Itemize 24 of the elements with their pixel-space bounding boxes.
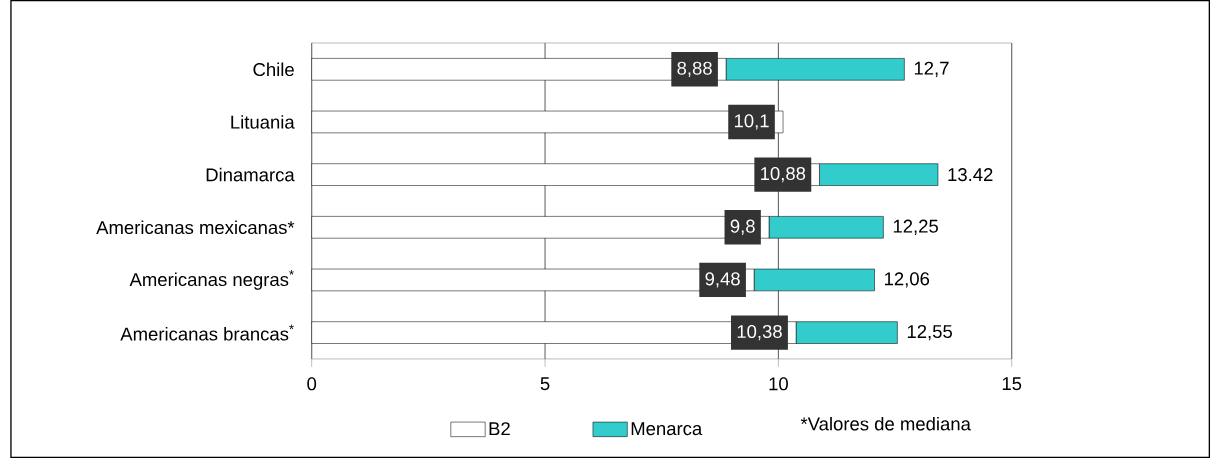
data-label: 10,88 [761, 166, 806, 183]
total-label: 12,55 [907, 324, 952, 341]
data-label: 9,48 [705, 272, 740, 288]
y-tick-label: Lituania [231, 115, 295, 129]
total-label: 12,7 [914, 61, 949, 77]
data-label: 8,88 [677, 61, 712, 77]
total-label: 12,06 [884, 272, 930, 288]
text: *Valores de mediana [800, 416, 971, 431]
y-tick-label: Americanas mexicanas* [96, 220, 295, 235]
data-label: 10,38 [737, 324, 782, 341]
y-tick-label: Americanas negras$^{*}$ [129, 270, 294, 290]
x-tick-label: 10 [769, 377, 788, 391]
legend-label: B2 [489, 422, 510, 436]
y-tick-label: Chile [253, 62, 294, 77]
y-tick-label: Americanas brancas$^{*}$ [120, 324, 294, 341]
y-tick-label: Dinamarca [206, 167, 295, 182]
legend-label: Menarca [631, 422, 703, 436]
x-tick-label: 5 [540, 377, 550, 391]
total-label: 12,25 [893, 219, 938, 235]
total-label: 13.42 [948, 168, 993, 182]
data-label: 9,8 [730, 219, 755, 235]
x-tick-label: 0 [307, 377, 317, 391]
x-tick-label: 15 [1002, 377, 1022, 391]
data-label: 10,1 [734, 114, 769, 130]
